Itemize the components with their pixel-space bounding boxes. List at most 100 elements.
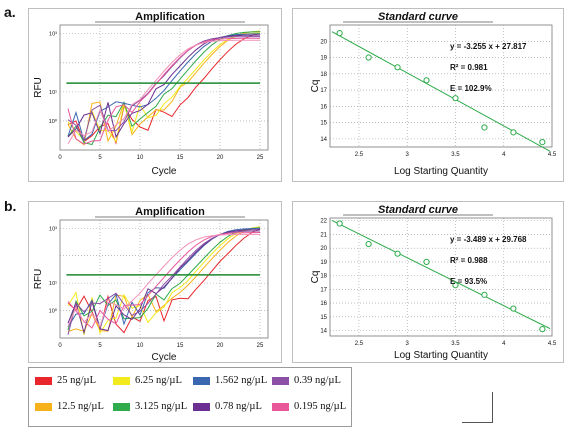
corner-bracket: [462, 392, 493, 423]
data-point: [481, 124, 488, 131]
data-point: [510, 129, 517, 136]
data-point: [539, 326, 546, 333]
panel-a-label: a.: [4, 4, 16, 20]
legend-swatch: [35, 402, 52, 411]
data-point: [394, 250, 401, 257]
y-axis-label: Cq: [310, 271, 321, 284]
x-axis-label: Log Starting Quantity: [394, 350, 488, 361]
x-tick-label: 25: [257, 343, 264, 349]
x-tick-label: 2.5: [355, 341, 364, 347]
x-tick-label: 5: [98, 155, 102, 161]
amplification-curve: [67, 232, 261, 329]
y-axis-label: RFU: [33, 269, 44, 290]
chart-title: Amplification: [135, 206, 205, 218]
y-axis-label: Cq: [310, 80, 321, 93]
legend-swatch: [113, 402, 130, 411]
legend-item: 0.39 ng/µL: [272, 375, 341, 386]
y-tick-label: 10⁰: [49, 308, 58, 315]
amplification-curve: [67, 226, 261, 332]
x-tick-label: 15: [177, 155, 184, 161]
y-tick-label: 21: [320, 232, 327, 238]
x-axis-label: Log Starting Quantity: [394, 166, 488, 177]
x-tick-label: 5: [98, 343, 102, 349]
y-tick-label: 10³: [49, 32, 57, 38]
y-tick-label: 14: [320, 329, 327, 335]
legend-item: 0.78 ng/µL: [193, 401, 262, 412]
y-tick-label: 19: [320, 260, 327, 266]
amplification-curve: [67, 229, 261, 335]
x-tick-label: 25: [257, 155, 264, 161]
concentration-legend: 25 ng/µL 12.5 ng/µL 6.25 ng/µL 3.125 ng/…: [28, 367, 352, 427]
legend-label: 0.39 ng/µL: [294, 375, 341, 386]
legend-swatch: [113, 376, 130, 385]
y-tick-label: 20: [320, 39, 327, 45]
x-tick-label: 3.5: [451, 341, 460, 347]
data-point: [394, 64, 401, 71]
amplification-curve: [67, 233, 260, 328]
y-tick-label: 10¹: [49, 281, 57, 287]
data-point: [423, 258, 430, 266]
y-tick-label: 10¹: [49, 90, 57, 96]
legend-swatch: [272, 376, 289, 385]
legend-label: 12.5 ng/µL: [57, 401, 104, 412]
y-tick-label: 19: [320, 56, 327, 62]
x-tick-label: 15: [177, 343, 184, 349]
data-point: [510, 305, 517, 312]
panel-b-label: b.: [4, 198, 17, 214]
fit-annotation: E = 102.9%: [450, 84, 492, 93]
y-tick-label: 20: [320, 246, 327, 252]
x-tick-label: 4: [502, 341, 506, 347]
legend-label: 6.25 ng/µL: [135, 375, 182, 386]
amplification-curve: [67, 39, 260, 145]
plot-area: [329, 24, 553, 148]
x-tick-label: 20: [217, 155, 224, 161]
data-point: [423, 77, 430, 84]
x-axis-label: Cycle: [151, 352, 176, 363]
x-tick-label: 0: [58, 343, 62, 349]
data-point: [452, 95, 459, 102]
chart-title: Standard curve: [378, 11, 458, 23]
fit-annotation: y = -3.255 x + 27.817: [450, 42, 527, 51]
legend-item: 25 ng/µL: [35, 375, 96, 386]
legend-item: 1.562 ng/µL: [193, 375, 267, 386]
legend-label: 0.78 ng/µL: [215, 401, 262, 412]
amplification-curve: [67, 36, 260, 142]
x-tick-label: 3: [406, 152, 410, 158]
data-point: [365, 240, 372, 248]
data-point: [336, 220, 343, 227]
data-point: [481, 291, 488, 298]
x-tick-label: 3: [406, 341, 410, 347]
data-point: [365, 54, 372, 61]
amplification-curve: [67, 32, 261, 143]
legend-label: 25 ng/µL: [57, 375, 97, 386]
x-tick-label: 4: [502, 152, 506, 158]
y-tick-label: 10³: [49, 226, 57, 232]
y-tick-label: 14: [320, 137, 327, 143]
legend-label: 0.195 ng/µL: [294, 401, 347, 412]
legend-item: 3.125 ng/µL: [113, 401, 187, 412]
data-point: [539, 139, 546, 146]
chart-title: Amplification: [135, 11, 205, 23]
fit-annotation: y = -3.489 x + 29.768: [450, 235, 527, 244]
y-tick-label: 16: [320, 104, 327, 110]
y-tick-label: 22: [320, 219, 327, 225]
y-tick-label: 17: [320, 88, 327, 94]
amplification-curve: [67, 34, 261, 139]
legend-swatch: [193, 402, 210, 411]
y-tick-label: 10⁰: [49, 118, 58, 125]
fit-annotation: R² = 0.988: [450, 256, 488, 265]
y-tick-label: 15: [320, 315, 327, 321]
amplification-curve: [67, 37, 260, 145]
y-tick-label: 18: [320, 72, 327, 78]
legend-item: 12.5 ng/µL: [35, 401, 104, 412]
chart-title: Standard curve: [378, 204, 458, 216]
fit-annotation: R² = 0.981: [450, 63, 488, 72]
data-point: [336, 30, 343, 37]
legend-item: 6.25 ng/µL: [113, 375, 182, 386]
x-tick-label: 3.5: [451, 152, 460, 158]
fit-annotation: E = 93.5%: [450, 277, 487, 286]
legend-swatch: [35, 376, 52, 385]
x-tick-label: 2.5: [355, 152, 364, 158]
legend-swatch: [272, 402, 289, 411]
